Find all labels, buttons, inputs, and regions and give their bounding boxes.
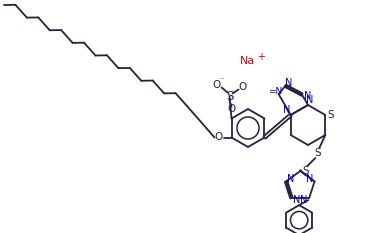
Text: N: N <box>283 105 290 115</box>
Text: S: S <box>314 148 320 158</box>
Text: O: O <box>212 79 221 89</box>
Text: S: S <box>226 90 233 103</box>
Text: S: S <box>327 110 334 120</box>
Text: Na: Na <box>240 56 255 66</box>
Text: N: N <box>287 174 295 184</box>
Text: =N: =N <box>268 87 282 96</box>
Text: N: N <box>285 78 292 88</box>
Text: O: O <box>227 104 236 114</box>
Text: N: N <box>306 95 314 105</box>
Text: S: S <box>302 166 309 176</box>
Text: N: N <box>293 195 300 205</box>
Text: N: N <box>304 91 312 101</box>
Text: O: O <box>215 133 223 143</box>
Text: N: N <box>306 174 313 184</box>
Text: +: + <box>256 52 265 62</box>
Text: ⁻: ⁻ <box>219 75 224 84</box>
Text: N: N <box>300 195 308 205</box>
Text: O: O <box>238 82 247 92</box>
